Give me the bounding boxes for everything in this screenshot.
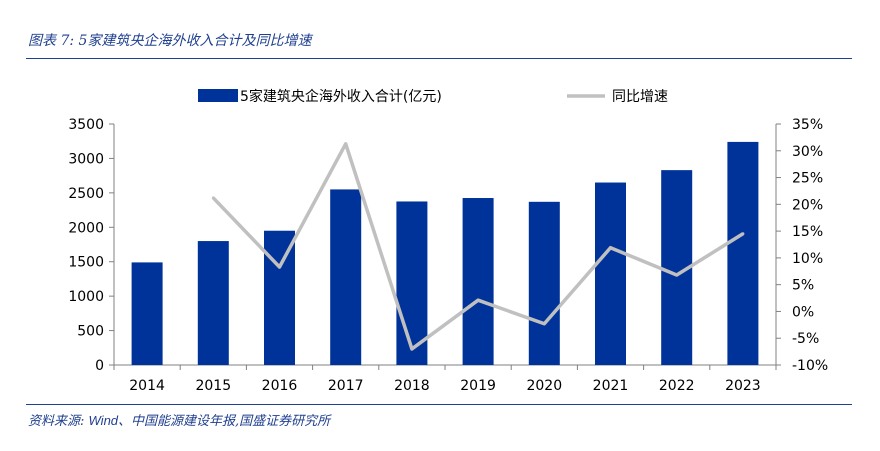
right-tick-label: 15% (792, 224, 823, 240)
source-text: 、中国能源建设年报,国盛证券研究所 (118, 414, 331, 429)
bar (131, 262, 163, 365)
x-tick-label: 2018 (394, 378, 430, 394)
x-tick-label: 2022 (659, 378, 695, 394)
growth-point (609, 246, 612, 250)
bar-series (131, 141, 759, 365)
left-tick-label: 1000 (68, 289, 104, 305)
growth-point (542, 322, 546, 326)
growth-line-series (211, 142, 745, 351)
x-tick-label: 2023 (725, 378, 761, 394)
x-tick-label: 2021 (593, 378, 629, 394)
growth-point (741, 232, 745, 236)
right-tick-label: -5% (792, 331, 819, 347)
bar (595, 182, 626, 365)
left-tick-label: 3000 (68, 151, 104, 167)
x-tick-label: 2014 (129, 378, 165, 394)
legend-line-label: 同比增速 (612, 89, 668, 105)
right-tick-label: -10% (792, 358, 828, 374)
right-tick-label: 5% (792, 278, 814, 294)
source-wind: Wind (88, 413, 119, 428)
x-tick-label: 2015 (195, 378, 231, 394)
bottom-rule (26, 404, 852, 405)
x-tick-label: 2017 (328, 378, 364, 394)
right-tick-label: 35% (792, 117, 823, 133)
tick-labels: 0 500 1000 1500 2000 2500 3000 3500 -10% -5% 0% 5% 1… (68, 117, 828, 394)
x-tick-label: 2019 (460, 378, 496, 394)
left-tick-label: 500 (77, 324, 104, 340)
growth-point (211, 196, 215, 200)
growth-point (675, 273, 679, 277)
right-tick-label: 30% (792, 144, 823, 160)
left-tick-label: 0 (95, 358, 104, 374)
growth-point (410, 347, 414, 351)
bar (727, 141, 759, 365)
bar (264, 230, 295, 365)
bar (528, 201, 560, 365)
legend-bar-swatch (198, 89, 238, 102)
right-tick-label: 20% (792, 197, 823, 213)
left-tick-label: 3500 (68, 117, 104, 133)
top-rule (26, 58, 852, 59)
growth-point (278, 265, 281, 269)
bar (330, 189, 362, 365)
x-tick-label: 2016 (262, 378, 298, 394)
source-label: 资料来源: (28, 414, 85, 429)
source-note: 资料来源: Wind、中国能源建设年报,国盛证券研究所 (28, 410, 330, 429)
figure-label: 图表 7: (28, 33, 75, 49)
left-tick-label: 1500 (68, 255, 104, 271)
x-tick-label: 2020 (526, 378, 562, 394)
legend: 5家建筑央企海外收入合计(亿元) 同比增速 (198, 88, 668, 105)
right-tick-label: 0% (792, 304, 814, 320)
figure-caption: 图表 7: 5家建筑央企海外收入合计及同比增速 (28, 30, 311, 50)
figure-title: 5家建筑央企海外收入合计及同比增速 (78, 33, 312, 49)
left-tick-label: 2000 (68, 220, 104, 236)
left-tick-label: 2500 (68, 186, 104, 202)
bar (396, 201, 428, 365)
growth-point (476, 298, 480, 302)
bar (197, 241, 229, 365)
right-tick-label: 25% (792, 171, 823, 187)
legend-bar-label: 5家建筑央企海外收入合计(亿元) (240, 88, 442, 105)
bar (462, 198, 494, 365)
right-tick-label: 10% (792, 251, 823, 267)
growth-point (344, 142, 348, 146)
